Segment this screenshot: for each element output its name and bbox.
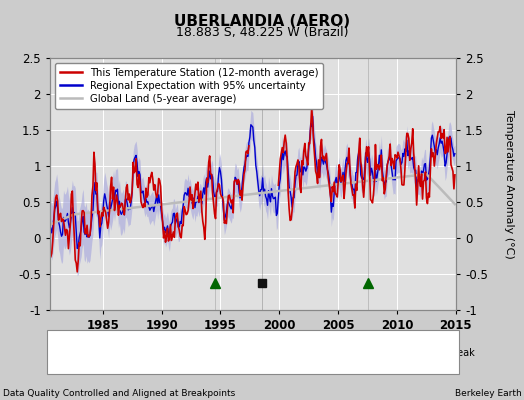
- Text: Berkeley Earth: Berkeley Earth: [455, 389, 521, 398]
- Text: Data Quality Controlled and Aligned at Breakpoints: Data Quality Controlled and Aligned at B…: [3, 389, 235, 398]
- Text: ▲: ▲: [160, 346, 169, 359]
- Text: 18.883 S, 48.225 W (Brazil): 18.883 S, 48.225 W (Brazil): [176, 26, 348, 39]
- Text: UBERLANDIA (AERO): UBERLANDIA (AERO): [174, 14, 350, 29]
- Text: Record Gap: Record Gap: [178, 348, 235, 358]
- Text: ◆: ◆: [58, 346, 67, 359]
- Text: Empirical Break: Empirical Break: [398, 348, 475, 358]
- Text: Station Move: Station Move: [75, 348, 139, 358]
- Text: ■: ■: [383, 348, 393, 358]
- Y-axis label: Temperature Anomaly (°C): Temperature Anomaly (°C): [505, 110, 515, 258]
- Legend: This Temperature Station (12-month average), Regional Expectation with 95% uncer: This Temperature Station (12-month avera…: [55, 63, 323, 109]
- Text: Time of Obs. Change: Time of Obs. Change: [270, 348, 372, 358]
- Text: ▼: ▼: [252, 346, 261, 359]
